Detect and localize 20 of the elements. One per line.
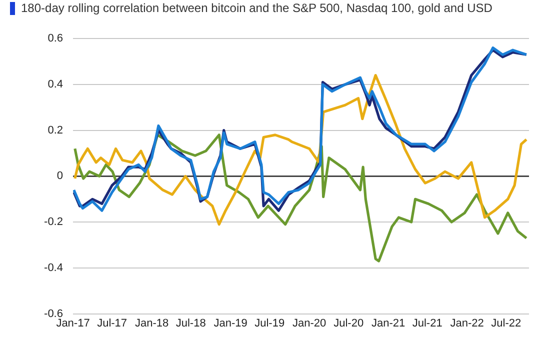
x-tick-label: Jul-18 [176, 317, 206, 330]
chart-title: 180-day rolling correlation between bitcoin and the S&P 500, Nasdaq 100, gold and USD [21, 1, 492, 15]
y-tick-label: 0 [56, 170, 63, 182]
x-tick-label: Jan-20 [292, 317, 326, 330]
y-tick-label: 0.6 [48, 32, 63, 45]
x-tick-label: Jul-22 [491, 317, 522, 330]
y-tick-label: -0.6 [44, 308, 63, 320]
x-tick-label: Jan-18 [134, 317, 169, 330]
x-tick-label: Jul-17 [97, 317, 128, 330]
x-tick-label: Jan-19 [214, 317, 248, 330]
x-tick-label: Jan-22 [450, 317, 484, 330]
x-tick-label: Jul-19 [254, 317, 285, 330]
x-tick-label: Jul-21 [412, 317, 442, 330]
x-tick-label: Jan-17 [56, 317, 90, 330]
x-tick-label: Jan-21 [371, 317, 406, 330]
x-tick-label: Jul-20 [334, 317, 364, 330]
y-tick-label: -0.2 [44, 216, 63, 228]
y-tick-label: 0.4 [48, 78, 63, 90]
y-tick-label: 0.2 [48, 124, 63, 136]
y-tick-label: -0.4 [44, 262, 63, 274]
